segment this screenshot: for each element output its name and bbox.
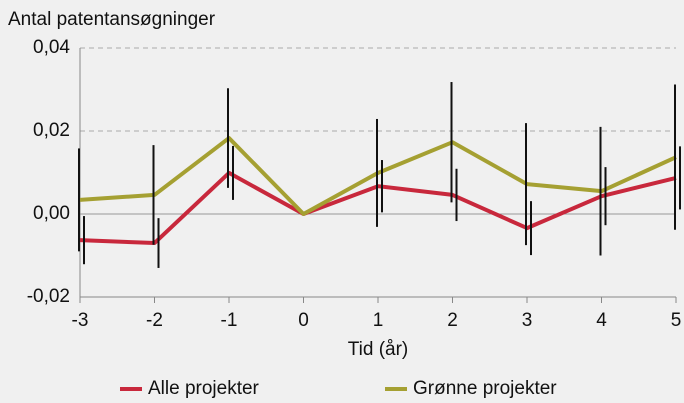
y-tick-label: 0,04 (33, 37, 70, 58)
y-axis-label: Antal patentansøgninger (8, 9, 216, 30)
x-tick-label: 3 (522, 310, 533, 331)
x-tick-label: 1 (373, 310, 384, 331)
x-tick-label: 2 (447, 310, 458, 331)
x-tick-label: 0 (298, 310, 309, 331)
y-tick-label: -0,02 (27, 286, 70, 307)
x-tick-label: 4 (596, 310, 607, 331)
x-tick-label: -3 (72, 310, 89, 331)
x-axis-label: Tid (år) (348, 339, 409, 360)
y-tick-label: 0,00 (33, 203, 70, 224)
x-tick-label: -2 (146, 310, 163, 331)
y-tick-label: 0,02 (33, 120, 70, 141)
legend-label: Grønne projekter (413, 378, 557, 399)
x-tick-label: 5 (671, 310, 682, 331)
legend-label: Alle projekter (148, 378, 260, 399)
x-tick-label: -1 (221, 310, 238, 331)
